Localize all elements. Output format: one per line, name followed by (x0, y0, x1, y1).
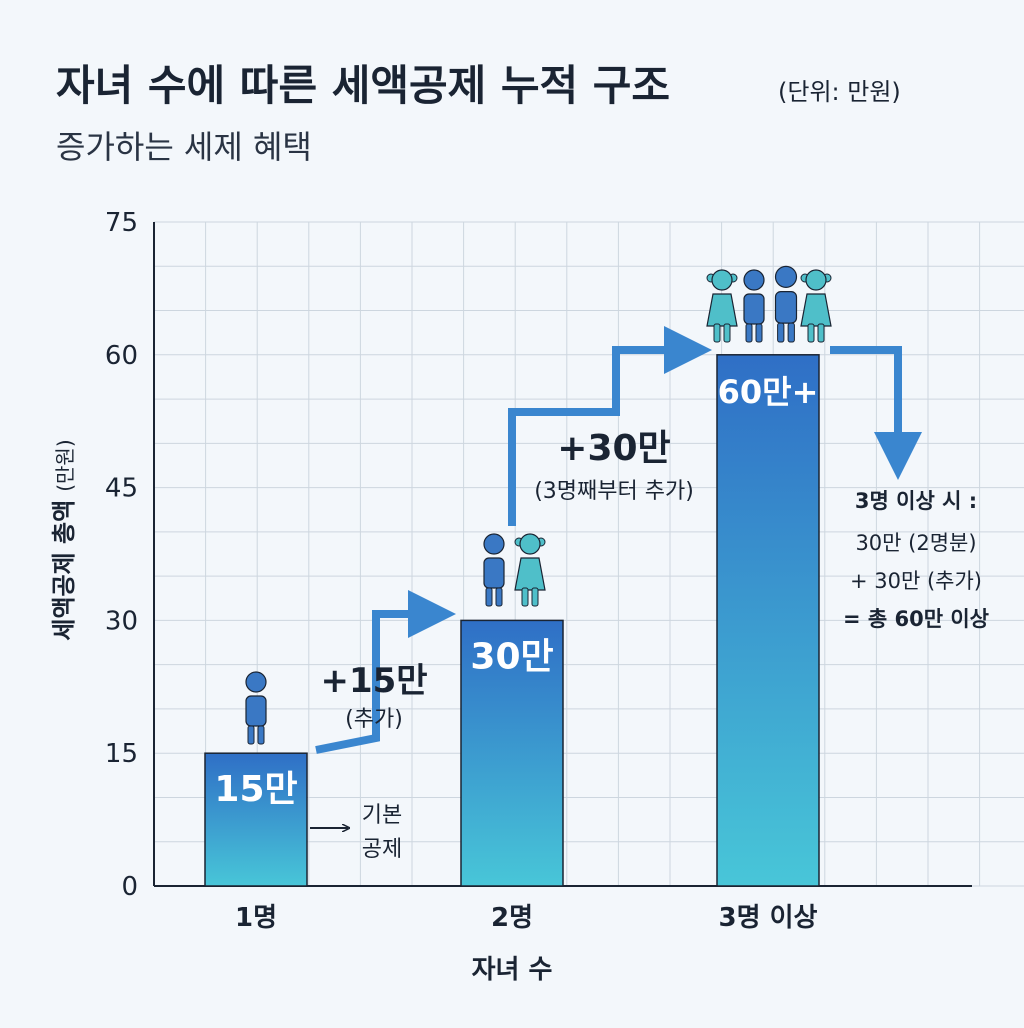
person-icon (774, 265, 798, 343)
head (245, 671, 267, 693)
bar (716, 354, 820, 887)
step2-note: (3명째부터 추가) (534, 479, 694, 504)
bars: 15만 30만 60만+ (204, 354, 820, 887)
people-icons (245, 265, 832, 745)
person-icon (800, 269, 832, 343)
body (483, 557, 505, 589)
leg (787, 322, 795, 343)
leg (485, 587, 493, 607)
summary-line1: 3명 이상 시 : (855, 489, 977, 513)
base-annotation-line1: 기본 (362, 803, 402, 828)
y-axis-label-unit: (만원) (53, 439, 77, 491)
y-tick-label: 0 (121, 872, 138, 902)
leg (247, 725, 255, 745)
x-tick-label: 3명 이상 (719, 903, 818, 933)
body (706, 293, 738, 327)
body (800, 293, 832, 327)
y-ticks: 0 15 30 45 60 75 (105, 208, 138, 902)
base-annotation-line2: 공제 (362, 837, 402, 862)
bar-value-label: 30만 (470, 636, 553, 677)
body (743, 293, 765, 325)
y-tick-label: 60 (105, 341, 138, 371)
person-icon (514, 533, 546, 607)
bar (460, 619, 564, 887)
bar-value-label: 60만+ (718, 373, 819, 411)
leg (521, 587, 529, 607)
y-tick-label: 30 (105, 606, 138, 636)
y-axis-label-main: 세액공제 총액 (50, 500, 78, 641)
head (519, 533, 541, 555)
leg (723, 323, 731, 343)
person-icon (245, 671, 267, 745)
leg (257, 725, 265, 745)
x-axis-label: 자녀 수 (472, 955, 553, 985)
person-icon (706, 269, 738, 343)
leg (713, 323, 721, 343)
bar-value-label: 15만 (214, 769, 297, 810)
step-arrows (310, 326, 922, 828)
person-icon (743, 269, 765, 343)
body (774, 291, 798, 324)
y-tick-label: 75 (105, 208, 138, 238)
leg (777, 322, 785, 343)
bar (204, 752, 308, 887)
leg (817, 323, 825, 343)
y-axis-label: 세액공제 총액 (만원) (50, 439, 78, 640)
leg (495, 587, 503, 607)
step1-value: +15만 (320, 661, 427, 701)
head (483, 533, 505, 555)
summary-line4: = 총 60만 이상 (843, 607, 989, 631)
leg (531, 587, 539, 607)
step2-value: +30만 (557, 428, 670, 469)
x-tick-label: 1명 (235, 903, 277, 933)
step-arrow-1 (315, 590, 456, 754)
summary-line3: + 30만 (추가) (850, 569, 982, 593)
head (774, 265, 798, 288)
chart-title: 자녀 수에 따른 세액공제 누적 구조 (56, 61, 670, 110)
chart-title-unit: (단위: 만원) (778, 78, 901, 106)
head (805, 269, 827, 291)
person-icon (483, 533, 505, 607)
chart-subtitle: 증가하는 세제 혜택 (56, 128, 312, 166)
leg (807, 323, 815, 343)
x-tick-label: 2명 (491, 903, 533, 933)
y-tick-label: 45 (105, 474, 138, 504)
summary-line2: 30만 (2명분) (855, 531, 976, 555)
body (514, 557, 546, 591)
leg (745, 323, 753, 343)
step1-note: (추가) (345, 707, 403, 732)
y-tick-label: 15 (105, 739, 138, 769)
head (711, 269, 733, 291)
head (743, 269, 765, 291)
step-arrow-2 (508, 326, 712, 526)
x-ticks: 1명 2명 3명 이상 (235, 903, 818, 933)
summary-arrow (830, 346, 922, 480)
body (245, 695, 267, 727)
leg (755, 323, 763, 343)
